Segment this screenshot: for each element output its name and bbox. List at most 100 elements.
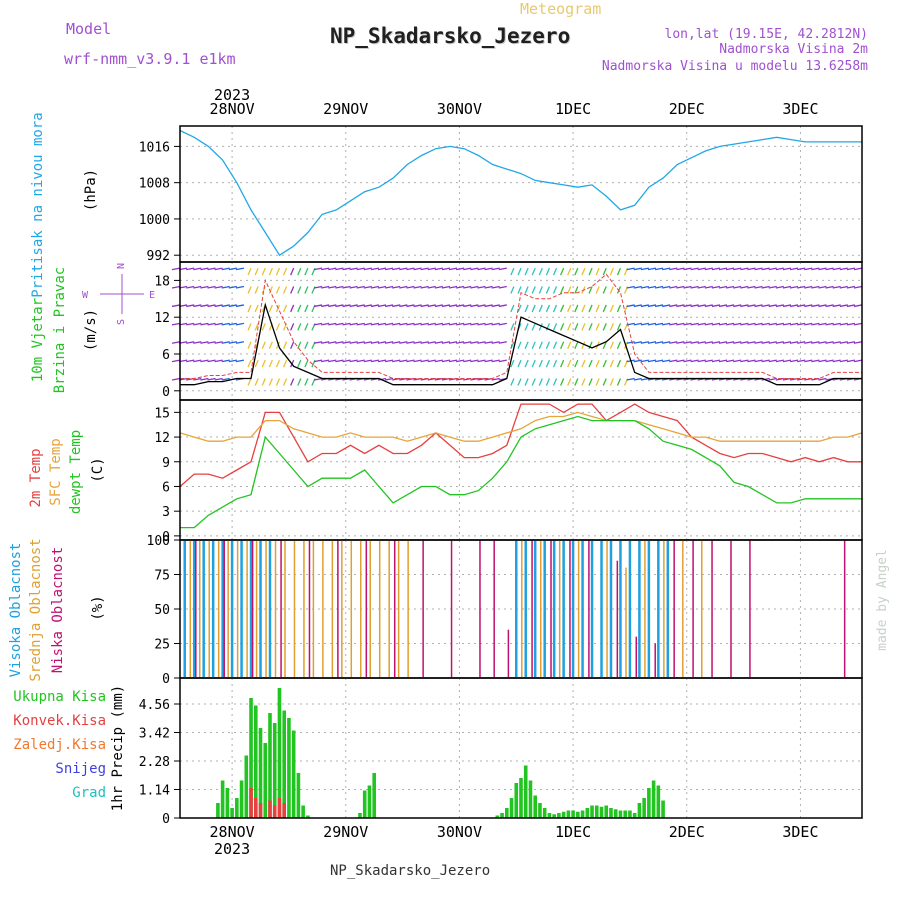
wind-arrow bbox=[328, 304, 337, 308]
top-day-label: 28NOV bbox=[210, 100, 255, 118]
wind-arrow bbox=[441, 304, 451, 308]
wind-arrow bbox=[171, 304, 181, 308]
wind-arrow bbox=[718, 322, 728, 326]
wind-arrow bbox=[676, 322, 685, 326]
wind-arrow bbox=[804, 304, 813, 308]
compass-west: W bbox=[82, 290, 89, 301]
wind-arrow bbox=[498, 304, 507, 308]
wind-arrow bbox=[349, 341, 358, 344]
wind-arrow bbox=[342, 359, 351, 363]
wind-arrow bbox=[297, 323, 302, 331]
wind-arrow bbox=[574, 378, 579, 386]
wind-arrow bbox=[545, 267, 551, 276]
top-day-label: 30NOV bbox=[437, 100, 482, 118]
wind-arrow bbox=[683, 359, 692, 363]
wind-arrow bbox=[531, 378, 536, 386]
wind-arrow bbox=[567, 378, 572, 386]
wind-arrow bbox=[313, 341, 323, 344]
wind-arrow bbox=[498, 285, 507, 289]
wind-arrow bbox=[789, 267, 799, 271]
wind-arrow bbox=[574, 286, 579, 294]
wind-arrow bbox=[221, 359, 230, 363]
wind-arrow bbox=[282, 267, 288, 276]
precip-bar bbox=[566, 810, 571, 818]
wind-arrow bbox=[581, 359, 586, 368]
wind-arrow bbox=[228, 304, 237, 308]
wind-arrow bbox=[268, 341, 273, 349]
wind-arrow bbox=[335, 285, 344, 289]
precip-bar bbox=[362, 790, 367, 818]
y-tick-label: 18 bbox=[154, 274, 170, 289]
wind-arrow bbox=[567, 323, 572, 331]
wind-arrow bbox=[853, 322, 863, 326]
wind-arrow bbox=[321, 322, 330, 326]
wind-arrow bbox=[207, 267, 216, 271]
wind-arrow bbox=[683, 267, 692, 271]
precip-bar bbox=[623, 810, 627, 818]
wind-arrow bbox=[477, 359, 486, 363]
wind-arrow bbox=[304, 323, 309, 331]
wind-arrow bbox=[420, 285, 429, 289]
wind-arrow bbox=[463, 359, 472, 363]
compass-north: N bbox=[116, 263, 127, 269]
wind-arrow bbox=[531, 304, 536, 313]
wind-arrow bbox=[456, 341, 465, 344]
wind-arrow bbox=[510, 267, 515, 276]
wind-arrow bbox=[484, 267, 493, 271]
wind-arrow bbox=[804, 285, 813, 289]
wind-arrow bbox=[574, 267, 579, 276]
wind-arrow bbox=[275, 359, 281, 368]
wind-arrow bbox=[602, 323, 607, 331]
conv-precip-bar bbox=[282, 803, 286, 818]
wind-arrow bbox=[427, 285, 436, 289]
wind-arrow bbox=[782, 341, 792, 344]
wind-arrow bbox=[654, 267, 664, 271]
precip-bar bbox=[296, 773, 301, 818]
wind-arrow bbox=[427, 359, 436, 363]
wind-arrow bbox=[321, 267, 330, 271]
wind-arrow bbox=[491, 322, 500, 326]
precip-bar bbox=[661, 800, 665, 818]
wind-arrow bbox=[560, 323, 565, 331]
wind-arrow bbox=[733, 359, 742, 363]
wind-arrow bbox=[200, 322, 209, 326]
wind-arrow bbox=[704, 267, 713, 271]
wind-arrow bbox=[711, 267, 721, 271]
precip-bar bbox=[277, 688, 282, 818]
wind-arrow bbox=[654, 322, 664, 326]
y-tick-label: 1.14 bbox=[139, 784, 170, 799]
wind-arrow bbox=[313, 322, 323, 326]
wind-arrow bbox=[456, 359, 465, 363]
graupel-title: Grad bbox=[72, 785, 106, 801]
wind-arrow bbox=[545, 304, 551, 313]
wind-arrow bbox=[761, 285, 770, 289]
wind-arrow bbox=[797, 285, 806, 289]
precip-bar bbox=[580, 810, 585, 818]
wind-arrow bbox=[676, 285, 685, 289]
precip-bar bbox=[220, 780, 225, 818]
model-name: wrf-nmm_v3.9.1 e1km bbox=[64, 50, 236, 68]
wind-arrow bbox=[434, 341, 443, 344]
wind-arrow bbox=[811, 359, 820, 363]
wind-arrow bbox=[690, 359, 699, 363]
precip-bar bbox=[642, 798, 646, 818]
wind-arrow bbox=[297, 359, 302, 368]
wind-arrow bbox=[789, 322, 799, 326]
wind-arrow bbox=[747, 304, 756, 308]
wind-arrow bbox=[377, 285, 387, 289]
wind-arrow bbox=[538, 378, 543, 386]
wind-arrow bbox=[517, 267, 522, 276]
wind-arrow bbox=[228, 359, 237, 363]
wind-arrow bbox=[789, 341, 799, 344]
wind-arrow bbox=[254, 286, 259, 294]
wind-arrow bbox=[711, 304, 721, 308]
wind-arrow bbox=[193, 359, 202, 363]
wind-arrow bbox=[510, 378, 515, 386]
wind-arrow bbox=[441, 267, 451, 271]
wind-arrow bbox=[626, 304, 635, 308]
wind-arrow bbox=[747, 322, 756, 326]
wind-arrow bbox=[342, 304, 351, 308]
wind-arrow bbox=[581, 323, 586, 331]
wind-arrow bbox=[538, 359, 543, 368]
wind-arrow bbox=[616, 341, 622, 349]
